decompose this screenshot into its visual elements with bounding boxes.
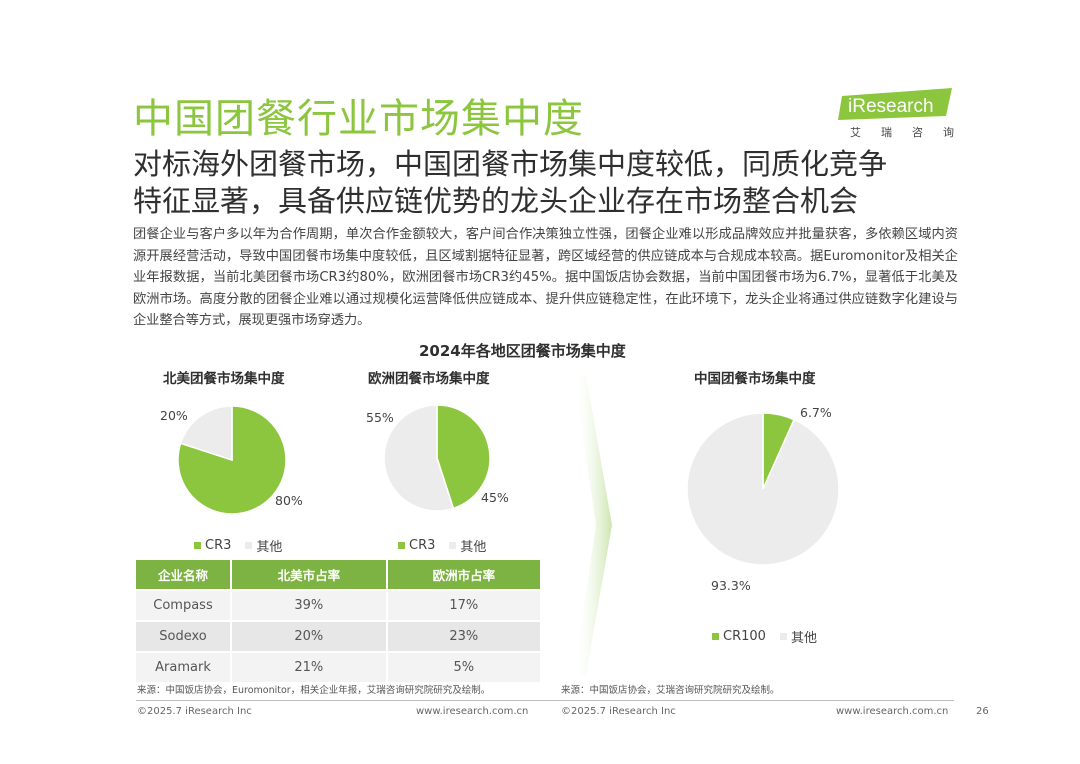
legend-swatch-other (449, 542, 457, 549)
table-header-europe: 欧洲市占率 (386, 560, 540, 590)
table-cell-company: Aramark (136, 651, 232, 682)
legend-swatch-cr3 (194, 542, 201, 549)
source-note-left: 来源：中国饭店协会，Euromonitor，相关企业年报，艾瑞咨询研究院研究及绘… (137, 685, 491, 696)
market-share-table: 企业名称 北美市占率 欧洲市占率 Compass 39% 17% Sodexo … (136, 560, 540, 682)
legend-europe: CR3 其他 (398, 536, 486, 555)
table-header-company: 企业名称 (136, 560, 232, 590)
pie-north-america-slices (177, 405, 287, 515)
eu-cr3-value-label: 45% (481, 490, 509, 505)
table-row: Sodexo 20% 23% (136, 620, 540, 652)
pie-slice-other (384, 405, 455, 512)
legend-label-other: 其他 (790, 631, 817, 646)
legend-china: CR100 其他 (712, 627, 817, 646)
transition-arrow-graphic (574, 375, 612, 675)
table-cell-north-america: 39% (231, 589, 388, 621)
pie-slice-other (686, 412, 840, 566)
legend-swatch-cr100 (712, 633, 719, 640)
pie-slice-highlight (436, 405, 491, 510)
legend-label-other: 其他 (460, 540, 487, 555)
table-header-row: 企业名称 北美市占率 欧洲市占率 (136, 560, 540, 590)
cn-cr100-value-label: 6.7% (800, 405, 832, 420)
chart-title-north-america: 北美团餐市场集中度 (163, 371, 285, 387)
page-title: 中国团餐行业市场集中度 (133, 96, 584, 142)
legend-label-cr100: CR100 (723, 629, 766, 644)
footer-url-right[interactable]: www.iresearch.com.cn (836, 706, 949, 717)
pie-chart-europe (384, 405, 491, 512)
table-cell-europe: 5% (386, 651, 540, 682)
subtitle-line-1: 对标海外团餐市场，中国团餐市场集中度较低，同质化竞争 (133, 147, 888, 181)
chart-title-europe: 欧洲团餐市场集中度 (368, 371, 490, 387)
source-note-right: 来源：中国饭店协会，艾瑞咨询研究院研究及绘制。 (561, 685, 780, 696)
charts-title: 2024年各地区团餐市场集中度 (419, 342, 626, 360)
na-other-value-label: 20% (160, 408, 188, 423)
na-cr3-value-label: 80% (275, 493, 303, 508)
legend-label-cr3: CR3 (205, 538, 232, 553)
legend-swatch-cr3 (398, 542, 405, 549)
pie-slice-other (179, 405, 233, 462)
footer-divider (136, 700, 954, 701)
body-paragraph: 团餐企业与客户多以年为合作周期，单次合作金额较大，客户间合作决策独立性强，团餐企… (133, 227, 958, 328)
subtitle-line-2: 特征显著，具备供应链优势的龙头企业存在市场整合机会 (133, 184, 859, 218)
table-row: Compass 39% 17% (136, 589, 540, 621)
chart-title-china: 中国团餐市场集中度 (694, 371, 816, 387)
legend-north-america: CR3 其他 (194, 536, 282, 555)
footer-url-left[interactable]: www.iresearch.com.cn (416, 706, 529, 717)
table-cell-europe: 17% (386, 589, 540, 621)
footer-copyright-right: ©2025.7 iResearch Inc (561, 706, 676, 717)
legend-label-cr3: CR3 (409, 538, 436, 553)
pie-chart-north-america (177, 405, 287, 515)
table-cell-company: Compass (136, 589, 232, 621)
legend-swatch-other (779, 633, 787, 640)
table-row: Aramark 21% 5% (136, 651, 540, 682)
iresearch-logo: iResearch 艾瑞咨询 (838, 86, 956, 139)
table-cell-company: Sodexo (136, 620, 232, 652)
table-cell-europe: 23% (386, 620, 540, 652)
page-number: 26 (976, 706, 989, 717)
pie-europe-slices (384, 405, 491, 512)
legend-label-other: 其他 (256, 540, 283, 555)
eu-other-value-label: 55% (366, 410, 394, 425)
legend-swatch-other (245, 542, 253, 549)
logo-graphic: iResearch (838, 88, 952, 120)
footer-copyright-left: ©2025.7 iResearch Inc (137, 706, 252, 717)
logo-cn-text: 艾瑞咨询 (850, 126, 974, 139)
table-cell-north-america: 20% (231, 620, 388, 652)
pie-china-slices (686, 412, 840, 566)
table-header-north-america: 北美市占率 (231, 560, 388, 590)
logo-text: iResearch (848, 96, 934, 117)
subtitle: 对标海外团餐市场，中国团餐市场集中度较低，同质化竞争 特征显著，具备供应链优势的… (133, 146, 963, 220)
cn-other-value-label: 93.3% (711, 578, 751, 593)
pie-chart-china (686, 412, 840, 566)
table-cell-north-america: 21% (231, 651, 388, 682)
